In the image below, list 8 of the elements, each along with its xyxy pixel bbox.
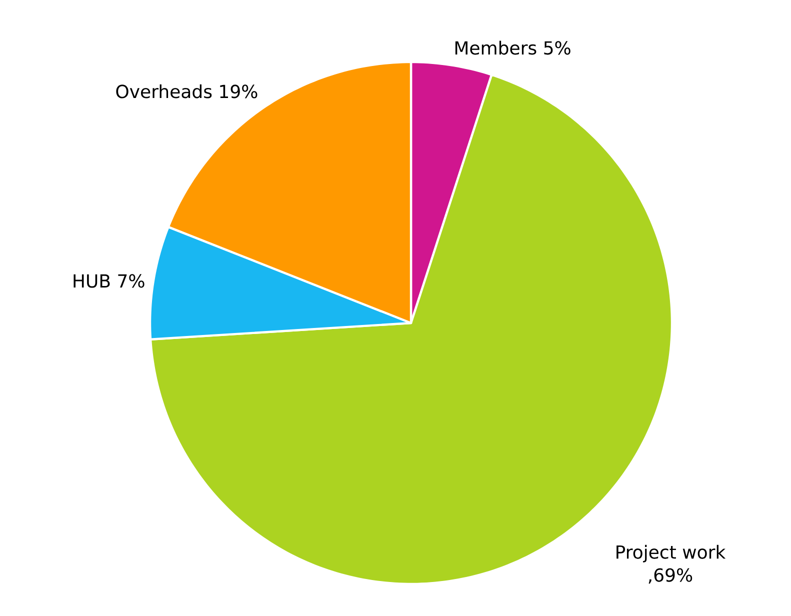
data-label: 19% xyxy=(220,84,258,98)
slice-label: HUB xyxy=(74,274,110,288)
slice-label: Overheads xyxy=(116,84,212,98)
slice-label: Project work xyxy=(616,544,726,562)
data-label: 7% xyxy=(118,274,144,288)
data-label: ,69% xyxy=(648,568,692,584)
slice-label: Members xyxy=(455,40,536,55)
data-label: 5% xyxy=(544,41,570,55)
